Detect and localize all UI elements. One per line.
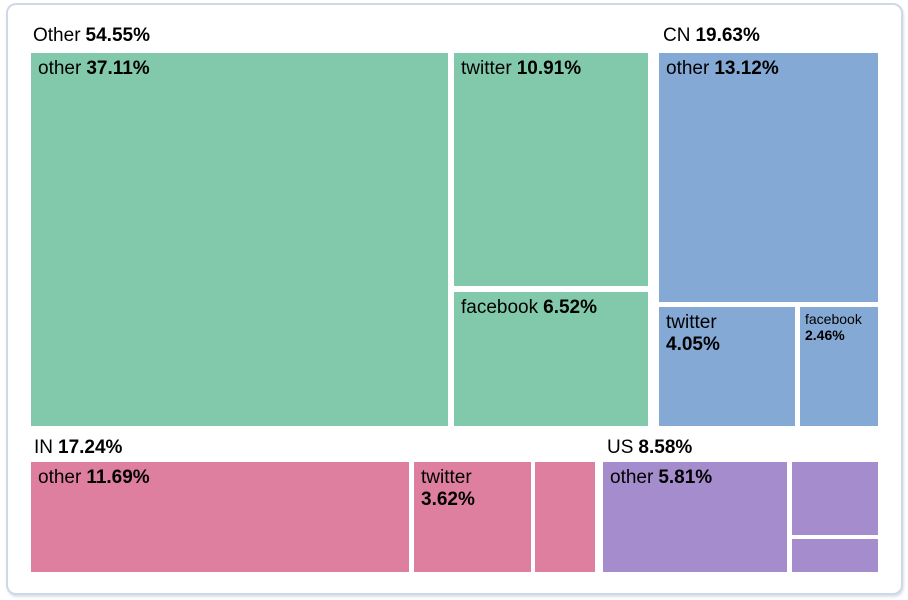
treemap-node-other-twitter[interactable]: twitter 10.91% bbox=[454, 53, 648, 286]
node-name: other bbox=[610, 467, 654, 488]
group-value: 54.55% bbox=[85, 25, 150, 46]
treemap-node-in-other[interactable]: other 11.69% bbox=[31, 462, 409, 572]
node-label: other 37.11% bbox=[31, 53, 448, 80]
group-label: CN bbox=[663, 25, 691, 46]
node-label: twitter 10.91% bbox=[454, 53, 648, 80]
node-label: twitter 3.62% bbox=[414, 462, 531, 511]
node-value: 10.91% bbox=[516, 58, 582, 79]
node-label: facebook 6.52% bbox=[454, 292, 648, 319]
node-value: 5.81% bbox=[658, 467, 713, 488]
node-name: other bbox=[38, 467, 82, 488]
node-name: other bbox=[38, 58, 82, 79]
group-header-other: Other 54.55% bbox=[33, 26, 150, 46]
group-label: US bbox=[607, 437, 634, 458]
node-label: other 13.12% bbox=[659, 53, 878, 80]
node-label: other 11.69% bbox=[31, 462, 409, 489]
group-header-in: IN 17.24% bbox=[34, 438, 122, 458]
node-value: 37.11% bbox=[86, 58, 150, 79]
treemap-node-us-facebook[interactable] bbox=[792, 539, 878, 572]
node-value: 2.46% bbox=[805, 327, 845, 343]
group-label: Other bbox=[33, 25, 81, 46]
node-label: twitter 4.05% bbox=[659, 307, 795, 356]
treemap-node-in-twitter[interactable]: twitter 3.62% bbox=[414, 462, 531, 572]
node-name: twitter bbox=[461, 58, 512, 79]
node-name: other bbox=[666, 58, 710, 79]
node-value: 4.05% bbox=[666, 334, 720, 355]
group-value: 8.58% bbox=[638, 437, 693, 458]
node-label: other 5.81% bbox=[603, 462, 787, 489]
node-value: 13.12% bbox=[714, 58, 779, 79]
group-value: 19.63% bbox=[695, 25, 760, 46]
node-name: facebook bbox=[461, 297, 539, 318]
node-value: 6.52% bbox=[543, 297, 597, 318]
treemap-node-other-other[interactable]: other 37.11% bbox=[31, 53, 448, 426]
group-header-cn: CN 19.63% bbox=[663, 26, 760, 46]
node-name: facebook bbox=[805, 311, 862, 327]
treemap-node-cn-facebook[interactable]: facebook 2.46% bbox=[800, 307, 878, 426]
node-value: 3.62% bbox=[421, 489, 475, 510]
node-label: facebook 2.46% bbox=[800, 307, 878, 343]
group-label: IN bbox=[34, 437, 53, 458]
node-name: twitter bbox=[666, 312, 717, 333]
treemap-node-us-other[interactable]: other 5.81% bbox=[603, 462, 787, 572]
treemap-node-us-twitter[interactable] bbox=[792, 462, 878, 535]
node-name: twitter bbox=[421, 467, 472, 488]
group-header-us: US 8.58% bbox=[607, 438, 692, 458]
treemap-node-cn-other[interactable]: other 13.12% bbox=[659, 53, 878, 302]
group-value: 17.24% bbox=[58, 437, 123, 458]
node-value: 11.69% bbox=[86, 467, 150, 488]
treemap-node-cn-twitter[interactable]: twitter 4.05% bbox=[659, 307, 795, 426]
treemap-node-in-facebook[interactable] bbox=[535, 462, 595, 572]
treemap-node-other-facebook[interactable]: facebook 6.52% bbox=[454, 292, 648, 426]
